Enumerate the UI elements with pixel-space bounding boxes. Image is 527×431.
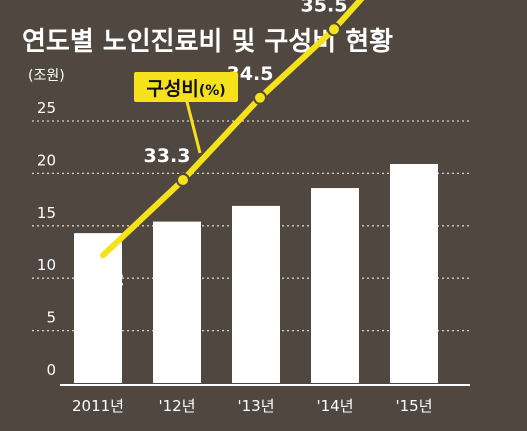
y-tick-labels: 0 5 10 15 20 25	[37, 99, 56, 379]
callout-series-name: 구성비	[146, 78, 198, 100]
x-tick-label: '14년	[316, 397, 353, 415]
callout-leader	[184, 97, 202, 154]
ratio-point-center	[257, 95, 263, 101]
x-tick-label: 2011년	[72, 397, 124, 415]
callout-series-unit: (%)	[199, 83, 226, 99]
bar	[311, 188, 359, 383]
ratio-value-label: 35.5	[301, 0, 348, 16]
x-tick-label: '15년	[395, 397, 432, 415]
ratio-value-label: 33.3	[144, 145, 191, 167]
bar	[153, 221, 201, 383]
y-tick-label: 5	[46, 309, 56, 327]
bars	[74, 163, 438, 383]
y-axis-unit: (조원)	[28, 68, 65, 84]
y-tick-label: 10	[37, 256, 56, 274]
ratio-callout: 구성비(%)	[134, 72, 238, 154]
ratio-value-label: 32.2	[78, 268, 125, 290]
ratio-line-series: 32.233.334.535.536.8	[78, 0, 365, 290]
callout-box	[134, 72, 238, 102]
ratio-point-center	[180, 177, 186, 183]
ratio-point-center	[331, 26, 337, 32]
y-tick-label: 0	[46, 361, 56, 379]
y-tick-label: 20	[37, 151, 56, 169]
bar	[232, 205, 280, 383]
bar	[74, 233, 122, 383]
svg-text:구성비(%): 구성비(%)	[146, 78, 225, 100]
y-tick-label: 15	[37, 204, 56, 222]
bar	[390, 163, 438, 383]
x-tick-labels: 2011년 '12년 '13년 '14년 '15년	[72, 397, 433, 415]
x-tick-label: '12년	[158, 397, 195, 415]
ratio-value-label: 34.5	[227, 63, 274, 85]
x-tick-label: '13년	[237, 397, 274, 415]
y-tick-label: 25	[37, 99, 56, 117]
